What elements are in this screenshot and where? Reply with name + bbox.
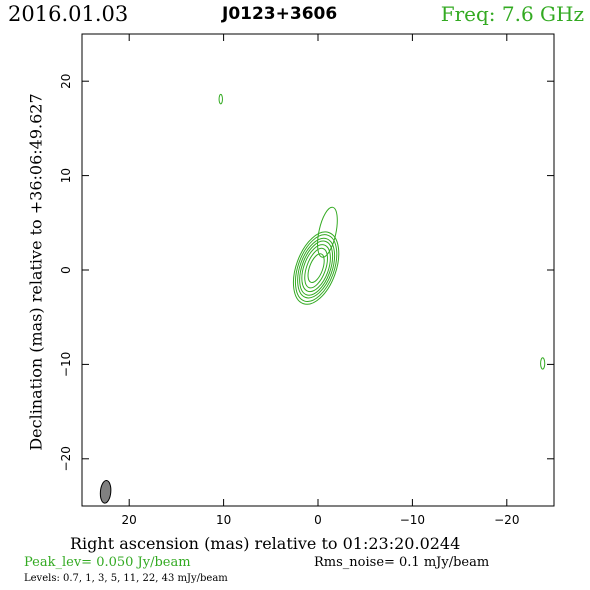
contour-spot-east (540, 357, 546, 370)
rms-noise: Rms_noise= 0.1 mJy/beam (314, 555, 490, 570)
y-tick-label: 20 (59, 74, 73, 89)
y-tick-label: 10 (59, 168, 73, 183)
contour-core (301, 244, 331, 293)
source-name: J0123+3606 (222, 4, 338, 24)
contour-core (297, 237, 336, 299)
peak-level: Peak_lev= 0.050 Jy/beam (24, 555, 191, 570)
contour-spot-north (218, 93, 223, 105)
contour-core (292, 231, 340, 305)
plot-frame (81, 33, 555, 507)
contour-core (307, 253, 325, 283)
contour-core (299, 240, 334, 296)
y-tick-label: −20 (59, 446, 73, 471)
beam-ellipse (99, 480, 112, 504)
contour-core (294, 234, 338, 303)
x-tick-label: 20 (122, 513, 137, 527)
x-tick-label: −10 (400, 513, 425, 527)
contour-levels: Levels: 0.7, 1, 3, 5, 11, 22, 43 mJy/bea… (24, 573, 228, 584)
x-tick-label: −20 (494, 513, 519, 527)
epoch-date: 2016.01.03 (8, 2, 129, 26)
contour-core (304, 247, 328, 289)
frequency-label: Freq: 7.6 GHz (440, 2, 584, 26)
x-axis-label: Right ascension (mas) relative to 01:23:… (70, 534, 461, 553)
x-tick-label: 0 (314, 513, 322, 527)
y-axis-label: Declination (mas) relative to +36:06:49.… (26, 93, 46, 451)
x-tick-label: 10 (216, 513, 231, 527)
y-tick-label: 0 (59, 266, 73, 274)
y-tick-label: −10 (59, 352, 73, 377)
contour-jet (317, 206, 338, 258)
